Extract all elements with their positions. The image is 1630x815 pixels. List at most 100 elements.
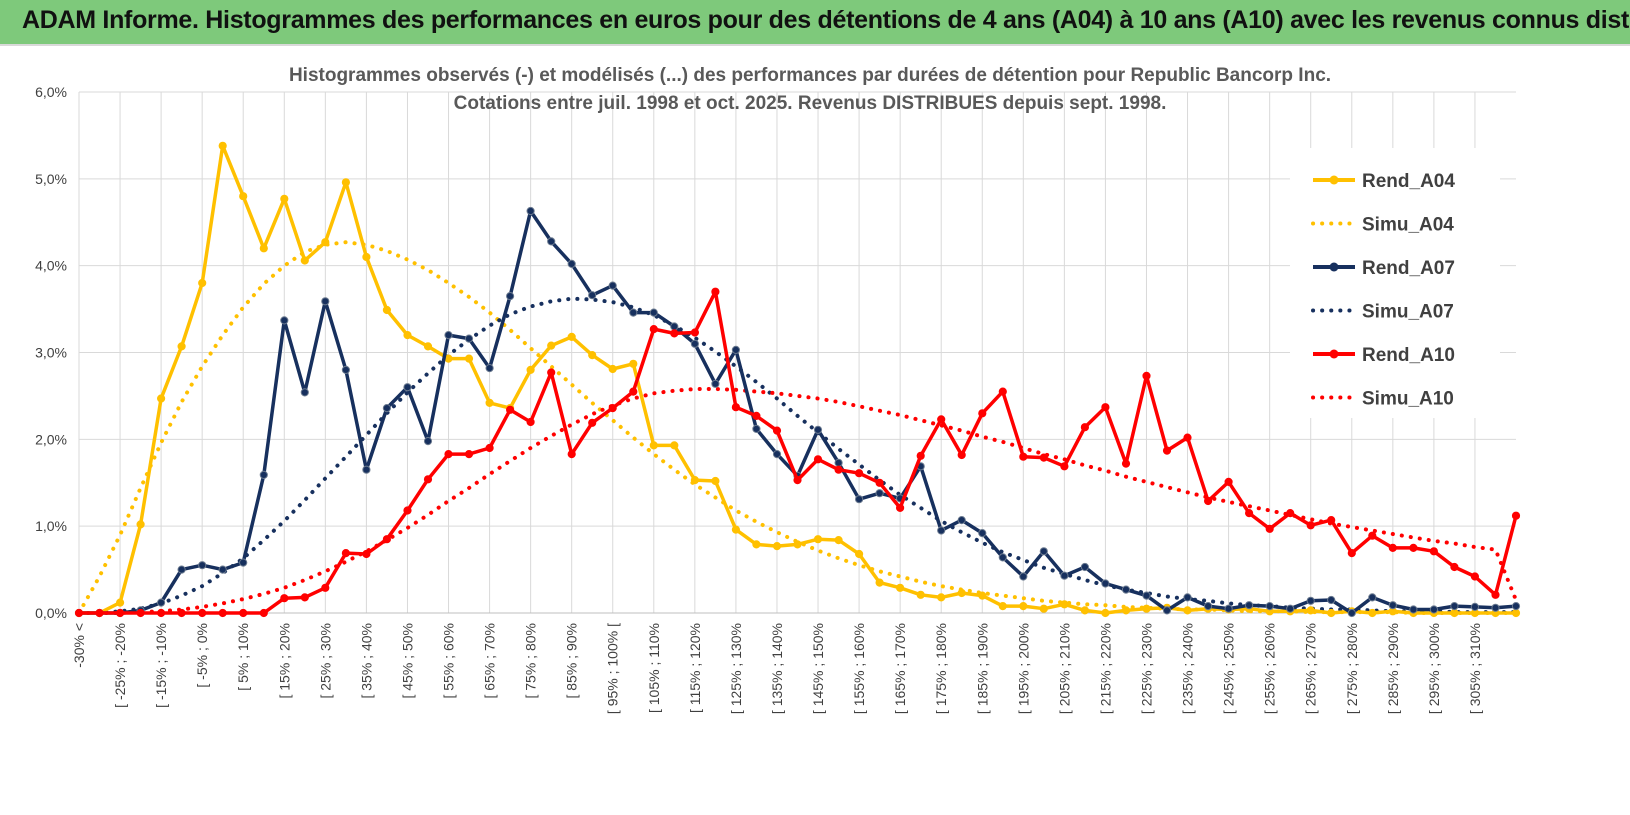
data-point [485,398,494,407]
legend-background [1290,148,1500,418]
x-tick-label: [ -5% ; 0% [194,623,210,688]
y-tick-label: 4,0% [35,258,67,274]
x-tick-label: [ 115% ; 120% [687,623,703,713]
data-point [1224,604,1233,613]
data-point [1183,593,1192,602]
data-point [1347,549,1356,558]
data-point [1142,604,1151,613]
data-point [1409,605,1418,614]
chart-frame: 0,0% 1,0% 2,0% 3,0% 4,0% 5,0% 6,0% -30% < [ -25%… [0,44,1630,815]
data-point [1409,543,1418,552]
data-point [1347,608,1356,618]
data-point [567,450,576,459]
data-point [444,331,453,340]
data-point [1511,608,1521,618]
data-point [957,516,966,525]
data-point [752,424,761,433]
data-point [116,598,125,607]
legend-marker [1329,262,1339,272]
legend-label: Simu_A07 [1362,302,1454,323]
data-point [937,415,946,424]
data-point [1080,606,1090,615]
chart: 0,0% 1,0% 2,0% 3,0% 4,0% 5,0% 6,0% -30% < [ -25%… [35,65,1521,714]
data-point [403,383,412,392]
data-point [547,341,556,350]
data-point [526,417,535,427]
data-point [1429,605,1439,614]
data-point [1101,608,1110,618]
data-point [1101,403,1110,412]
data-point [772,450,782,459]
data-point [793,476,802,485]
data-point [382,404,391,413]
data-point [300,593,309,602]
data-point [834,465,843,474]
data-point [916,590,925,599]
x-tick-label: [ 125% ; 130% [728,623,744,714]
data-point [177,608,186,618]
data-point [1060,571,1069,580]
data-point [198,561,207,570]
x-tick-label: [ 225% ; 230% [1138,623,1154,714]
data-point [855,469,864,478]
data-point [136,520,145,529]
data-point [1491,590,1500,599]
data-point [239,608,248,618]
data-point [588,418,597,427]
y-tick-label: 2,0% [35,431,67,447]
series-line [77,387,1518,615]
data-point [526,365,535,374]
legend-marker [1329,349,1339,359]
data-point [998,387,1007,396]
y-tick-label: 6,0% [35,84,67,100]
data-point [1039,547,1048,556]
data-point [731,403,741,412]
data-point [567,332,576,341]
chart-series [74,141,1521,618]
data-point [321,297,330,306]
data-point [1429,547,1439,556]
data-point [998,553,1007,562]
data-point [649,325,658,334]
x-tick-label: [ -15% ; -10% [153,623,169,708]
legend-item: Simu_A07 [1311,302,1454,323]
data-point [649,308,658,317]
data-point [916,451,925,460]
data-point [95,608,104,618]
data-point [526,206,535,216]
data-point [711,476,720,486]
data-point [341,549,350,558]
data-point [74,608,84,618]
data-point [813,455,823,464]
data-point [259,244,268,253]
data-point [957,588,966,598]
data-point [1060,462,1069,471]
data-point [321,238,330,247]
data-point [547,368,556,377]
legend-label: Simu_A10 [1362,389,1454,410]
data-point [1265,602,1274,611]
data-point [1245,509,1254,518]
data-point [1101,579,1110,588]
data-point [752,540,761,549]
x-tick-label: [ 165% ; 170% [892,623,908,714]
data-point [280,194,289,203]
data-point [855,495,864,504]
data-point [937,526,946,535]
data-point [362,252,371,262]
data-point [978,529,987,538]
data-point [300,388,309,397]
data-point [506,292,515,301]
data-point [1224,477,1233,486]
data-point [813,425,823,434]
data-point [1204,496,1213,506]
data-point [1511,511,1521,520]
data-point [875,489,884,498]
legend-label: Rend_A07 [1362,258,1455,279]
data-point [978,409,987,418]
data-point [1183,433,1192,442]
x-tick-label: [ 285% ; 290% [1385,623,1401,714]
data-point [772,542,782,551]
data-point [588,351,597,360]
data-point [1019,452,1028,461]
